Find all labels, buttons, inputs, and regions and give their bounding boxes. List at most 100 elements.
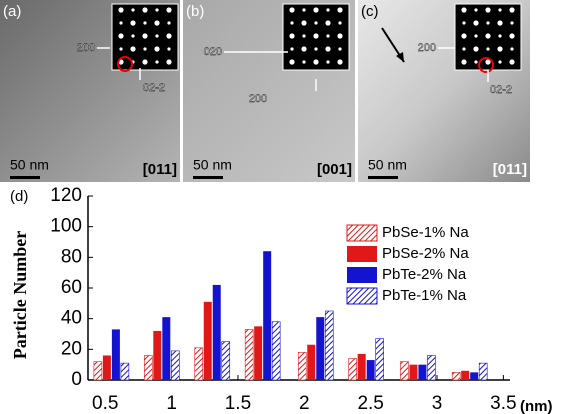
diffraction-spot	[474, 8, 478, 12]
spot-label: 02-2	[490, 84, 512, 96]
y-tick-label: 120	[50, 185, 82, 206]
diffraction-spot	[302, 34, 306, 38]
bar	[171, 350, 180, 381]
x-tick-label: 2.5	[357, 393, 383, 414]
bar	[144, 355, 153, 381]
x-tick-label: 3.5	[490, 393, 516, 414]
x-tick-label: 2	[299, 393, 310, 414]
diffraction-spot	[326, 60, 330, 64]
y-tick-label: 80	[61, 246, 82, 267]
bar	[316, 317, 325, 380]
legend-swatch	[347, 267, 377, 283]
diffraction-spot	[313, 7, 319, 13]
diffraction-spot	[461, 7, 467, 13]
diffraction-spot	[497, 20, 503, 26]
diffraction-spot	[301, 46, 307, 52]
diffraction-spot	[155, 8, 159, 12]
bar	[221, 341, 231, 381]
diffraction-spot	[131, 8, 135, 12]
diffraction-spot	[119, 47, 123, 51]
bar	[263, 251, 272, 380]
diffraction-spot	[325, 46, 331, 52]
diffraction-spot	[337, 7, 343, 13]
scale-label: 50 nm	[193, 157, 232, 173]
bar	[461, 370, 470, 380]
highlight-circle	[117, 56, 133, 72]
bar	[162, 317, 171, 380]
diffraction-spot	[498, 34, 502, 38]
diffraction-spot	[461, 59, 467, 65]
diffraction-spot	[290, 47, 294, 51]
x-tick-label: 3	[432, 393, 443, 414]
bar	[478, 362, 488, 381]
diffraction-spot	[301, 20, 307, 26]
x-tick-label: 1.5	[225, 393, 251, 414]
diffraction-spot	[337, 59, 343, 65]
diffraction-spot	[313, 59, 319, 65]
x-tick-label: 1	[166, 393, 177, 414]
y-tick-label: 20	[61, 338, 82, 359]
panel-label: (d)	[10, 188, 28, 205]
diffraction-spot	[143, 47, 147, 51]
diffraction-spot	[473, 20, 479, 26]
diffraction-spot	[118, 33, 124, 39]
bar	[324, 310, 334, 381]
scale-label: 50 nm	[368, 157, 407, 173]
diffraction-spot	[509, 33, 515, 39]
diffraction-spot	[130, 20, 136, 26]
bar	[271, 321, 281, 381]
diffraction-spot	[509, 59, 515, 65]
bar	[244, 329, 254, 381]
diffraction-spot	[166, 59, 172, 65]
diffraction-spot	[154, 20, 160, 26]
panel-label: (a)	[3, 3, 21, 20]
diffraction-spot	[155, 60, 159, 64]
diffraction-spot	[142, 33, 148, 39]
diffraction-spot	[510, 21, 514, 25]
bar	[102, 355, 111, 380]
diffraction-spot	[314, 47, 318, 51]
y-tick-label: 40	[61, 308, 82, 329]
panel-label: (c)	[361, 3, 379, 20]
zone-axis: [011]	[143, 161, 177, 178]
scale-label: 50 nm	[10, 157, 49, 173]
bar	[93, 361, 103, 381]
diffraction-spot	[131, 34, 135, 38]
zone-axis: [001]	[317, 161, 352, 178]
diffraction-spot	[474, 60, 478, 64]
spot-label: 020	[204, 46, 222, 58]
diffraction-spot	[498, 60, 502, 64]
diffraction-spot	[142, 59, 148, 65]
bar	[375, 338, 384, 381]
x-axis-label: (nm)	[520, 398, 553, 414]
bar	[427, 355, 436, 381]
diffraction-spot	[473, 46, 479, 52]
diffraction-spot	[485, 33, 491, 39]
pointer-head	[396, 52, 404, 62]
bar	[451, 372, 461, 381]
diffraction-spot	[302, 60, 306, 64]
x-tick-label: 0.5	[92, 393, 118, 414]
bar	[194, 347, 204, 381]
y-tick-label: 100	[50, 216, 82, 237]
diffraction-spot	[289, 7, 295, 13]
legend-swatch	[346, 287, 378, 305]
spot-label: 200	[249, 93, 267, 105]
bar	[418, 364, 427, 380]
legend-label: PbSe-1% Na	[382, 224, 469, 241]
bar	[348, 358, 357, 381]
diffraction-spot	[338, 47, 342, 51]
diffraction-spot	[289, 59, 295, 65]
diffraction-spot	[509, 7, 515, 13]
diffraction-spot	[143, 21, 147, 25]
bar	[297, 352, 307, 381]
bar	[212, 284, 221, 380]
bar	[307, 344, 316, 380]
diffraction-spot	[325, 20, 331, 26]
zone-axis: [011]	[493, 161, 527, 178]
bar	[409, 364, 418, 380]
scale-bar	[193, 176, 223, 179]
spot-label: 200	[77, 42, 95, 54]
